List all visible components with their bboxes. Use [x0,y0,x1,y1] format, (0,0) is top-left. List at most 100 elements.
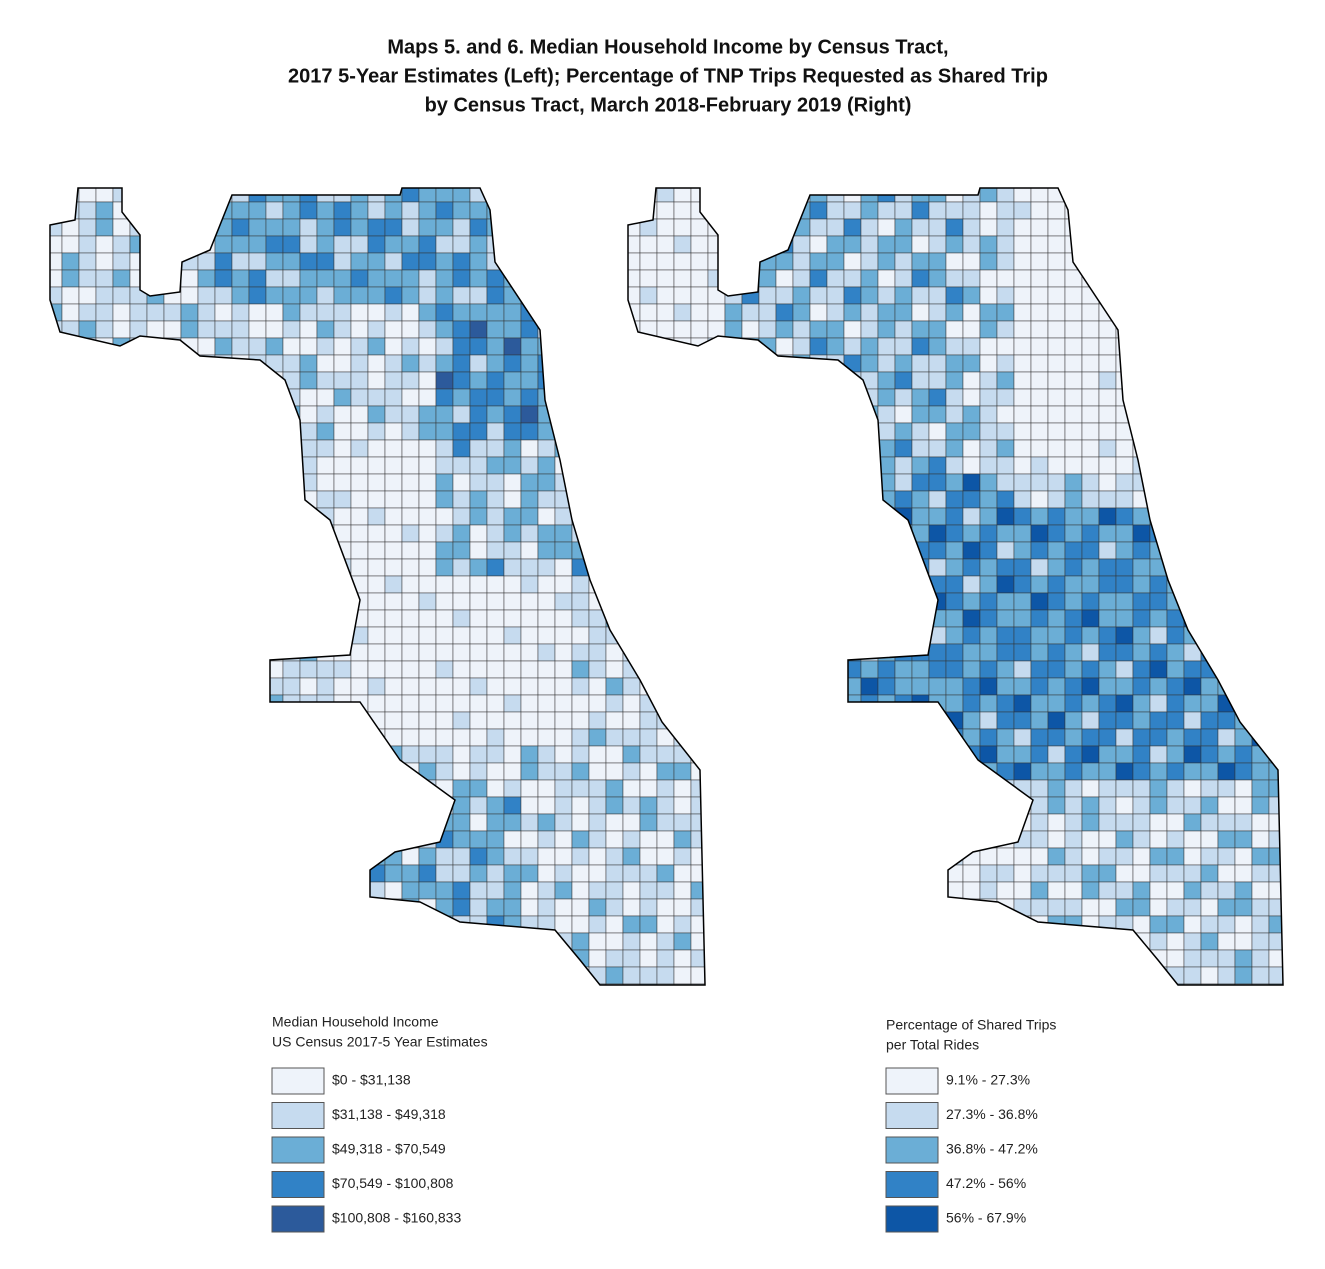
tract [826,337,845,356]
tract [843,252,862,271]
tract [792,609,811,628]
tract [775,677,794,696]
tract [231,218,250,237]
tract [1286,729,1303,746]
tract [452,898,471,917]
tract [639,881,658,900]
tract [163,728,182,747]
tract [1149,439,1168,458]
tract [1166,660,1185,679]
tract [792,762,811,781]
tract [758,830,777,849]
tract [1064,320,1083,339]
tract [758,898,777,917]
tract [741,320,760,339]
tract [708,593,725,610]
tract [231,524,250,543]
tract [520,881,539,900]
tract [673,371,692,390]
tract [775,881,794,900]
tract [1013,388,1032,407]
tract [1268,235,1283,254]
tract [1166,439,1185,458]
tract [1217,235,1236,254]
tract [1251,864,1270,883]
tract [163,949,182,968]
tract [367,490,386,509]
tract [112,252,131,271]
tract [1064,490,1083,509]
tract [911,541,930,560]
tract [1149,694,1168,713]
tract [894,269,913,288]
tract [333,728,352,747]
tract [605,286,624,305]
tract [843,541,862,560]
tract [1251,388,1270,407]
tract [809,575,828,594]
tract [367,966,386,985]
tract [1217,932,1236,951]
tract [197,188,216,203]
tract [452,456,471,475]
tract [792,524,811,543]
tract [1268,269,1283,288]
tract [571,575,590,594]
tract [843,881,862,900]
tract [1132,337,1151,356]
tract [724,354,743,373]
tract [1268,354,1283,373]
tract [50,218,63,237]
tract [520,337,539,356]
tract [945,796,964,815]
tract [1268,188,1283,203]
legend-label: $31,138 - $49,318 [332,1106,446,1122]
tract [554,796,573,815]
tract [520,694,539,713]
tract [911,286,930,305]
tract [486,762,505,781]
tract [758,864,777,883]
tract [1286,389,1303,406]
tract [707,864,726,883]
tract [350,286,369,305]
tract [486,813,505,832]
tract [299,728,318,747]
tract [231,745,250,764]
tract [707,286,726,305]
tract [384,473,403,492]
tract [1047,490,1066,509]
tract [605,830,624,849]
tract [248,983,267,985]
tract [1013,252,1032,271]
tract [894,660,913,679]
tract [316,269,335,288]
tract [469,507,488,526]
tract [1081,303,1100,322]
tract [469,218,488,237]
tract [1183,660,1202,679]
tract [367,643,386,662]
tract [61,558,80,577]
tract [384,371,403,390]
tract [894,320,913,339]
tract [690,371,709,390]
tract [860,728,879,747]
tract [146,388,165,407]
tract [503,558,522,577]
tract [316,745,335,764]
tract [843,626,862,645]
tract [350,439,369,458]
tract [367,473,386,492]
tract [163,405,182,424]
tract [316,218,335,237]
tract [214,728,233,747]
tract [61,830,80,849]
tract [911,252,930,271]
tract [231,286,250,305]
tract [860,473,879,492]
tract [1200,558,1219,577]
tract [1268,677,1283,696]
tract [180,983,199,985]
tract [911,188,930,203]
